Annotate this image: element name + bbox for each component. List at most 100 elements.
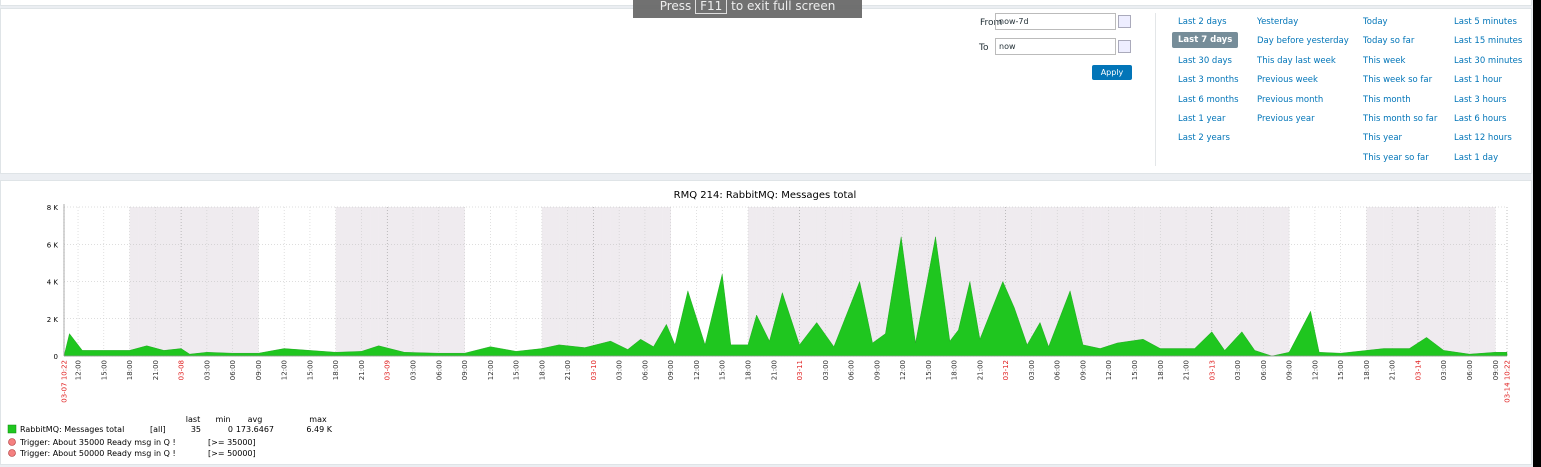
calendar-icon[interactable] xyxy=(1118,15,1131,28)
legend-value: 35 xyxy=(191,425,201,434)
off-hours-band xyxy=(172,207,182,356)
quick-link[interactable]: This week so far xyxy=(1363,75,1433,86)
off-hours-band xyxy=(163,207,173,356)
legend-value: 0 xyxy=(228,425,233,434)
x-tick-label: 03-14 xyxy=(1414,359,1422,380)
quick-link[interactable]: Last 5 minutes xyxy=(1454,17,1517,27)
off-hours-band xyxy=(1366,207,1376,356)
x-tick-label: 12:00 xyxy=(487,360,495,380)
off-hours-band xyxy=(1057,207,1067,356)
x-tick-label: 03:00 xyxy=(203,360,211,380)
off-hours-band xyxy=(1478,207,1487,356)
off-hours-band xyxy=(971,207,981,356)
trigger-cond: [>= 35000] xyxy=(208,438,256,447)
off-hours-band xyxy=(1168,207,1178,356)
x-tick-label: 06:00 xyxy=(1260,360,1268,380)
quick-link[interactable]: Last 3 months xyxy=(1178,75,1239,86)
legend-header: min xyxy=(215,415,230,424)
x-tick-label: 06:00 xyxy=(1466,360,1474,380)
quick-link[interactable]: This year so far xyxy=(1363,152,1429,163)
x-tick-label: 18:00 xyxy=(126,360,134,380)
off-hours-band xyxy=(1486,207,1496,356)
from-label: From xyxy=(980,18,1003,28)
legend-header: avg xyxy=(248,415,263,424)
quick-link[interactable]: Last 2 days xyxy=(1178,17,1227,27)
off-hours-band xyxy=(1417,207,1427,356)
x-tick-label: 03-11 xyxy=(796,360,804,380)
off-hours-band xyxy=(1375,207,1384,356)
x-tick-label: 12:00 xyxy=(1105,360,1113,380)
off-hours-band xyxy=(1280,207,1290,356)
quick-link[interactable]: Previous year xyxy=(1257,114,1315,124)
y-tick-label: 4 K xyxy=(47,279,59,287)
off-hours-band xyxy=(559,207,568,356)
quick-link[interactable]: Last 6 months xyxy=(1178,94,1239,105)
x-tick-label: 06:00 xyxy=(848,360,856,380)
filter-panel: From now-7d To now Apply Last 2 days Last… xyxy=(0,8,1532,174)
apply-button[interactable]: Apply xyxy=(1092,65,1132,80)
x-tick-label: 18:00 xyxy=(1157,360,1165,380)
quick-link[interactable]: Last 2 years xyxy=(1178,133,1230,144)
x-tick-label: 12:00 xyxy=(1311,360,1319,380)
off-hours-band xyxy=(816,207,826,356)
x-tick-label: 18:00 xyxy=(951,360,959,380)
calendar-icon[interactable] xyxy=(1118,40,1131,53)
trigger-name: Trigger: About 50000 Ready msg in Q ! xyxy=(19,449,176,458)
off-hours-band xyxy=(541,207,551,356)
off-hours-band xyxy=(756,207,766,356)
quick-link[interactable]: Last 6 hours xyxy=(1454,114,1507,124)
quick-link[interactable]: This month xyxy=(1363,94,1411,105)
x-tick-label: 03-14 10:22 xyxy=(1504,360,1512,403)
x-tick-label: 09:00 xyxy=(461,360,469,380)
quick-link[interactable]: Last 7 days xyxy=(1172,32,1239,49)
x-tick-label: 18:00 xyxy=(332,360,340,380)
x-tick-label: 09:00 xyxy=(667,360,675,380)
quick-link[interactable]: Previous month xyxy=(1257,94,1324,105)
x-tick-label: 09:00 xyxy=(1286,360,1294,380)
x-tick-label: 21:00 xyxy=(976,360,984,380)
legend-value: 6.49 K xyxy=(306,425,332,434)
quick-link[interactable]: This year xyxy=(1363,133,1403,144)
off-hours-band xyxy=(1048,207,1058,356)
off-hours-band xyxy=(1108,207,1118,356)
off-hours-band xyxy=(430,207,440,356)
off-hours-band xyxy=(808,207,818,356)
quick-link[interactable]: Last 12 hours xyxy=(1454,133,1512,144)
legend-name: RabbitMQ: Messages total xyxy=(20,425,124,434)
quick-link[interactable]: Last 3 hours xyxy=(1454,94,1507,105)
x-tick-label: 15:00 xyxy=(719,360,727,380)
area xyxy=(63,236,1508,357)
trigger-icon xyxy=(8,438,16,446)
quick-link[interactable]: Last 1 hour xyxy=(1454,75,1502,86)
from-input[interactable]: now-7d xyxy=(995,13,1116,30)
quick-link[interactable]: This week xyxy=(1363,55,1406,66)
quick-link[interactable]: Today so far xyxy=(1363,36,1415,47)
off-hours-band xyxy=(988,207,998,356)
off-hours-band xyxy=(1177,207,1187,356)
x-tick-label: 12:00 xyxy=(899,360,907,380)
off-hours-band xyxy=(1228,207,1238,356)
quick-link[interactable]: Last 30 days xyxy=(1178,55,1232,66)
off-hours-band xyxy=(610,207,620,356)
x-tick-label: 03:00 xyxy=(822,360,830,380)
quick-link[interactable]: Last 15 minutes xyxy=(1454,36,1523,47)
off-hours-band xyxy=(1040,207,1049,356)
off-hours-band xyxy=(224,207,233,356)
quick-link[interactable]: Day before yesterday xyxy=(1257,36,1349,47)
x-tick-label: 15:00 xyxy=(925,360,933,380)
quick-link[interactable]: Yesterday xyxy=(1257,17,1299,27)
quick-link[interactable]: Last 1 year xyxy=(1178,114,1226,124)
x-tick-label: 06:00 xyxy=(641,360,649,380)
quick-link[interactable]: This day last week xyxy=(1257,55,1336,66)
off-hours-band xyxy=(911,207,921,356)
off-hours-band xyxy=(619,207,629,356)
to-input[interactable]: now xyxy=(995,38,1116,55)
quick-link[interactable]: Last 30 minutes xyxy=(1454,55,1523,66)
quick-link[interactable]: Last 1 day xyxy=(1454,152,1499,163)
quick-link[interactable]: Previous week xyxy=(1257,75,1318,86)
quick-link[interactable]: This month so far xyxy=(1363,114,1438,124)
x-tick-label: 21:00 xyxy=(1389,360,1397,380)
quick-link[interactable]: Today xyxy=(1363,17,1388,27)
legend-scope: [all] xyxy=(150,425,166,434)
